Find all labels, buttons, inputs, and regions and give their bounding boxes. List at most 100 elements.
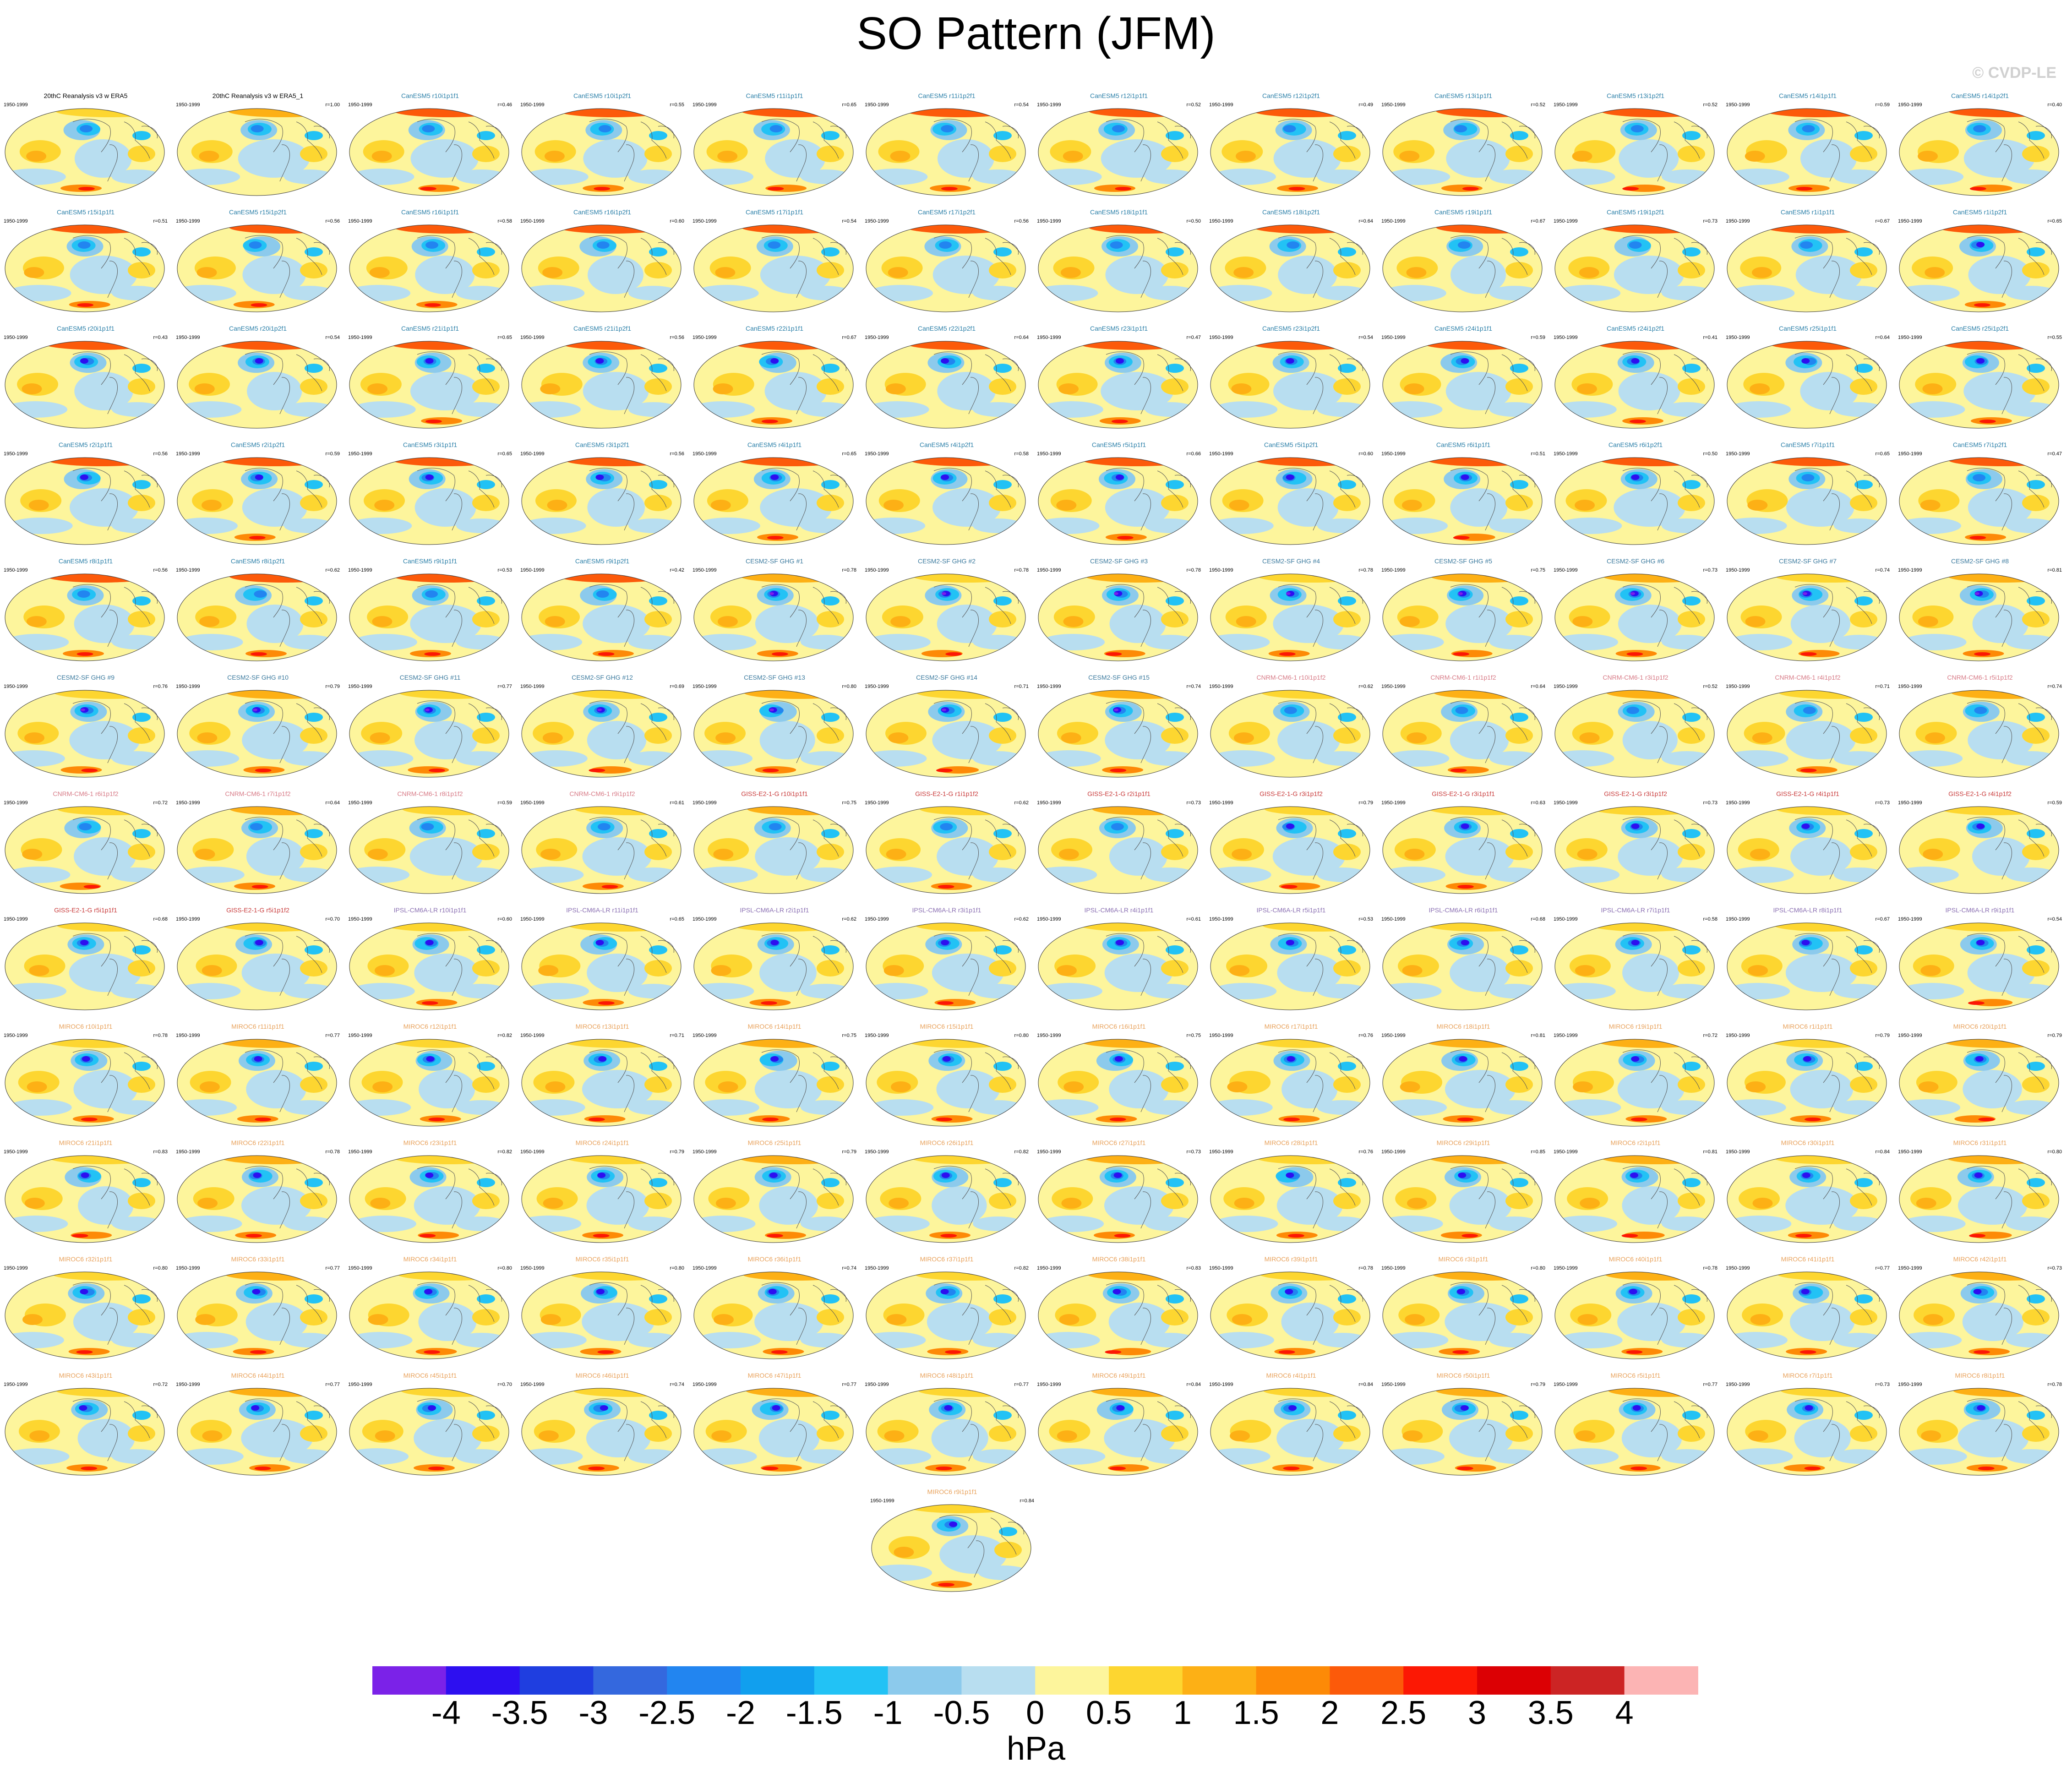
map-panel: GISS-E2-1-G r5i1p1f1 1950-1999 r=0.68 bbox=[3, 906, 169, 1020]
coastline bbox=[1967, 1398, 2052, 1462]
coastline bbox=[1106, 468, 1191, 531]
panel-period: 1950-1999 bbox=[692, 1033, 717, 1038]
panel-period: 1950-1999 bbox=[1898, 1149, 1922, 1155]
panel-period: 1950-1999 bbox=[1554, 800, 1578, 806]
global-map bbox=[1899, 806, 2059, 894]
global-map bbox=[866, 806, 1026, 894]
coastline bbox=[939, 1515, 1025, 1578]
panel-correlation: r=0.56 bbox=[325, 218, 340, 224]
panel-period: 1950-1999 bbox=[1209, 800, 1233, 806]
map-panel: CanESM5 r21i1p2f1 1950-1999 r=0.56 bbox=[519, 324, 685, 438]
panel-period: 1950-1999 bbox=[1037, 335, 1061, 340]
panel-period: 1950-1999 bbox=[1554, 567, 1578, 573]
coastline bbox=[1622, 235, 1708, 298]
coastline bbox=[417, 351, 502, 415]
map-panel: MIROC6 r33i1p1f1 1950-1999 r=0.77 bbox=[175, 1255, 341, 1369]
panel-title: CESM2-SF GHG #8 bbox=[1951, 557, 2009, 565]
coastline bbox=[761, 119, 847, 182]
panel-correlation: r=0.68 bbox=[153, 916, 168, 922]
panel-period: 1950-1999 bbox=[1037, 1382, 1061, 1387]
coastline bbox=[1794, 1049, 1880, 1113]
map-panel: CESM2-SF GHG #5 1950-1999 r=0.75 bbox=[1380, 557, 1546, 671]
panel-title: MIROC6 r12i1p1f1 bbox=[403, 1023, 457, 1030]
panel-period: 1950-1999 bbox=[1381, 800, 1406, 806]
panel-correlation: r=0.59 bbox=[1531, 335, 1546, 340]
panel-correlation: r=0.53 bbox=[1358, 916, 1374, 922]
coastline bbox=[1278, 1049, 1363, 1113]
coastline bbox=[589, 468, 675, 531]
panel-correlation: r=0.77 bbox=[325, 1265, 340, 1271]
coastline bbox=[1278, 817, 1363, 880]
panel-title: CanESM5 r20i1p2f1 bbox=[229, 325, 287, 332]
panel-title: MIROC6 r4i1p1f1 bbox=[1266, 1372, 1316, 1379]
panel-period: 1950-1999 bbox=[1037, 1149, 1061, 1155]
global-map bbox=[521, 224, 682, 312]
panel-correlation: r=0.47 bbox=[2047, 451, 2062, 457]
panel-title: MIROC6 r3i1p1f1 bbox=[1438, 1255, 1489, 1263]
panel-period: 1950-1999 bbox=[692, 684, 717, 689]
coastline bbox=[1450, 1049, 1536, 1113]
panel-correlation: r=0.67 bbox=[1875, 218, 1890, 224]
panel-period: 1950-1999 bbox=[520, 451, 545, 457]
global-map bbox=[177, 1271, 337, 1359]
coastline bbox=[1794, 700, 1880, 764]
global-map bbox=[349, 806, 509, 894]
global-map bbox=[693, 108, 854, 196]
coastline bbox=[761, 1049, 847, 1113]
map-panel: GISS-E2-1-G r4i1p1f1 1950-1999 r=0.73 bbox=[1725, 790, 1891, 903]
global-map bbox=[866, 224, 1026, 312]
panel-period: 1950-1999 bbox=[348, 1149, 372, 1155]
colorbar-tick-label: 0 bbox=[1026, 1695, 1045, 1731]
coastline bbox=[761, 700, 847, 764]
map-panel: CNRM-CM6-1 r4i1p1f2 1950-1999 r=0.71 bbox=[1725, 673, 1891, 787]
global-map bbox=[1727, 573, 1887, 661]
global-map bbox=[1727, 1155, 1887, 1243]
panel-correlation: r=0.85 bbox=[1531, 1149, 1546, 1155]
colorbar-swatch bbox=[1109, 1666, 1183, 1695]
panel-correlation: r=0.59 bbox=[1875, 102, 1890, 108]
map-panel: GISS-E2-1-G r10i1p1f1 1950-1999 r=0.75 bbox=[692, 790, 857, 903]
global-map bbox=[349, 457, 509, 545]
panel-period: 1950-1999 bbox=[176, 335, 200, 340]
map-panel: GISS-E2-1-G r5i1p1f2 1950-1999 r=0.70 bbox=[175, 906, 341, 1020]
panel-correlation: r=0.65 bbox=[497, 451, 513, 457]
map-panel: CESM2-SF GHG #11 1950-1999 r=0.77 bbox=[347, 673, 513, 787]
map-panel: CESM2-SF GHG #4 1950-1999 r=0.78 bbox=[1208, 557, 1374, 671]
global-map bbox=[1210, 341, 1370, 429]
panel-correlation: r=0.78 bbox=[325, 1149, 340, 1155]
panel-correlation: r=0.79 bbox=[1358, 800, 1374, 806]
panel-correlation: r=0.76 bbox=[1358, 1149, 1374, 1155]
panel-correlation: r=0.61 bbox=[1186, 916, 1201, 922]
panel-title: GISS-E2-1-G r5i1p1f2 bbox=[226, 906, 289, 914]
panel-correlation: r=0.58 bbox=[497, 218, 513, 224]
panel-title: CNRM-CM6-1 r1i1p1f2 bbox=[1430, 674, 1496, 681]
map-panel: MIROC6 r11i1p1f1 1950-1999 r=0.77 bbox=[175, 1022, 341, 1136]
panel-period: 1950-1999 bbox=[4, 1033, 28, 1038]
copyright-label: © CVDP-LE bbox=[1972, 64, 2056, 82]
panel-period: 1950-1999 bbox=[348, 1265, 372, 1271]
panel-correlation: r=0.46 bbox=[497, 102, 513, 108]
panel-title: CanESM5 r13i1p2f1 bbox=[1606, 92, 1665, 99]
panel-period: 1950-1999 bbox=[1554, 1033, 1578, 1038]
global-map bbox=[1210, 922, 1370, 1010]
panel-period: 1950-1999 bbox=[176, 800, 200, 806]
global-map bbox=[1038, 1388, 1198, 1476]
panel-title: MIROC6 r36i1p1f1 bbox=[747, 1255, 802, 1263]
panel-period: 1950-1999 bbox=[4, 1382, 28, 1387]
panel-title: CanESM5 r7i1p2f1 bbox=[1952, 441, 2007, 448]
panel-period: 1950-1999 bbox=[4, 102, 28, 108]
panel-correlation: r=0.62 bbox=[325, 567, 340, 573]
map-panel: MIROC6 r27i1p1f1 1950-1999 r=0.73 bbox=[1036, 1139, 1202, 1252]
panel-title: MIROC6 r40i1p1f1 bbox=[1609, 1255, 1663, 1263]
map-panel: MIROC6 r26i1p1f1 1950-1999 r=0.82 bbox=[864, 1139, 1030, 1252]
coastline bbox=[245, 1049, 330, 1113]
coastline bbox=[1278, 584, 1363, 647]
coastline bbox=[1622, 584, 1708, 647]
map-panel: CanESM5 r17i1p1f1 1950-1999 r=0.54 bbox=[692, 208, 857, 322]
panel-correlation: r=0.75 bbox=[842, 1033, 857, 1038]
panel-title: CanESM5 r2i1p1f1 bbox=[58, 441, 113, 448]
panel-correlation: r=0.61 bbox=[670, 800, 685, 806]
global-map bbox=[693, 573, 854, 661]
panel-title: CanESM5 r16i1p2f1 bbox=[573, 208, 632, 216]
panel-title: CanESM5 r20i1p1f1 bbox=[56, 325, 115, 332]
